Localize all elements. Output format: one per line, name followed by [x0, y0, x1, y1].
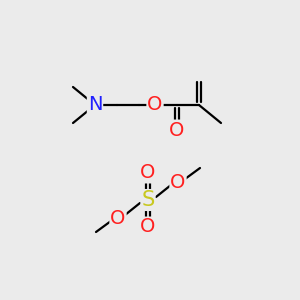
Text: O: O — [140, 218, 156, 236]
Text: O: O — [170, 172, 186, 191]
Text: N: N — [88, 95, 102, 115]
Text: O: O — [110, 208, 126, 227]
Text: S: S — [141, 190, 154, 210]
Text: O: O — [140, 164, 156, 182]
Text: O: O — [169, 121, 185, 140]
Text: O: O — [147, 95, 163, 115]
